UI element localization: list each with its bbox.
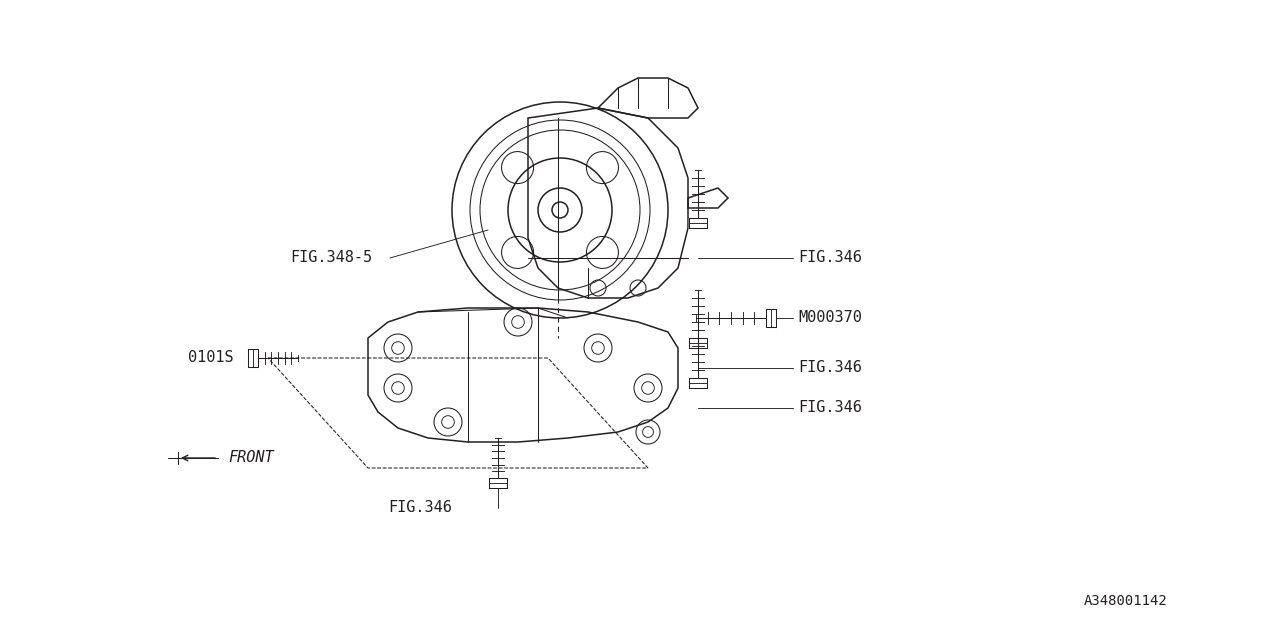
Polygon shape (765, 309, 776, 327)
Text: M000370: M000370 (797, 310, 861, 326)
Text: A348001142: A348001142 (1084, 594, 1169, 608)
Text: FIG.346: FIG.346 (388, 500, 452, 515)
Text: FRONT: FRONT (228, 451, 274, 465)
Polygon shape (489, 478, 507, 488)
Polygon shape (248, 349, 259, 367)
Polygon shape (689, 218, 707, 228)
Text: FIG.346: FIG.346 (797, 250, 861, 266)
Polygon shape (689, 378, 707, 388)
Text: 0101S: 0101S (188, 351, 234, 365)
Text: FIG.346: FIG.346 (797, 401, 861, 415)
Text: FIG.346: FIG.346 (797, 360, 861, 376)
Polygon shape (689, 338, 707, 348)
Text: FIG.348-5: FIG.348-5 (291, 250, 372, 266)
